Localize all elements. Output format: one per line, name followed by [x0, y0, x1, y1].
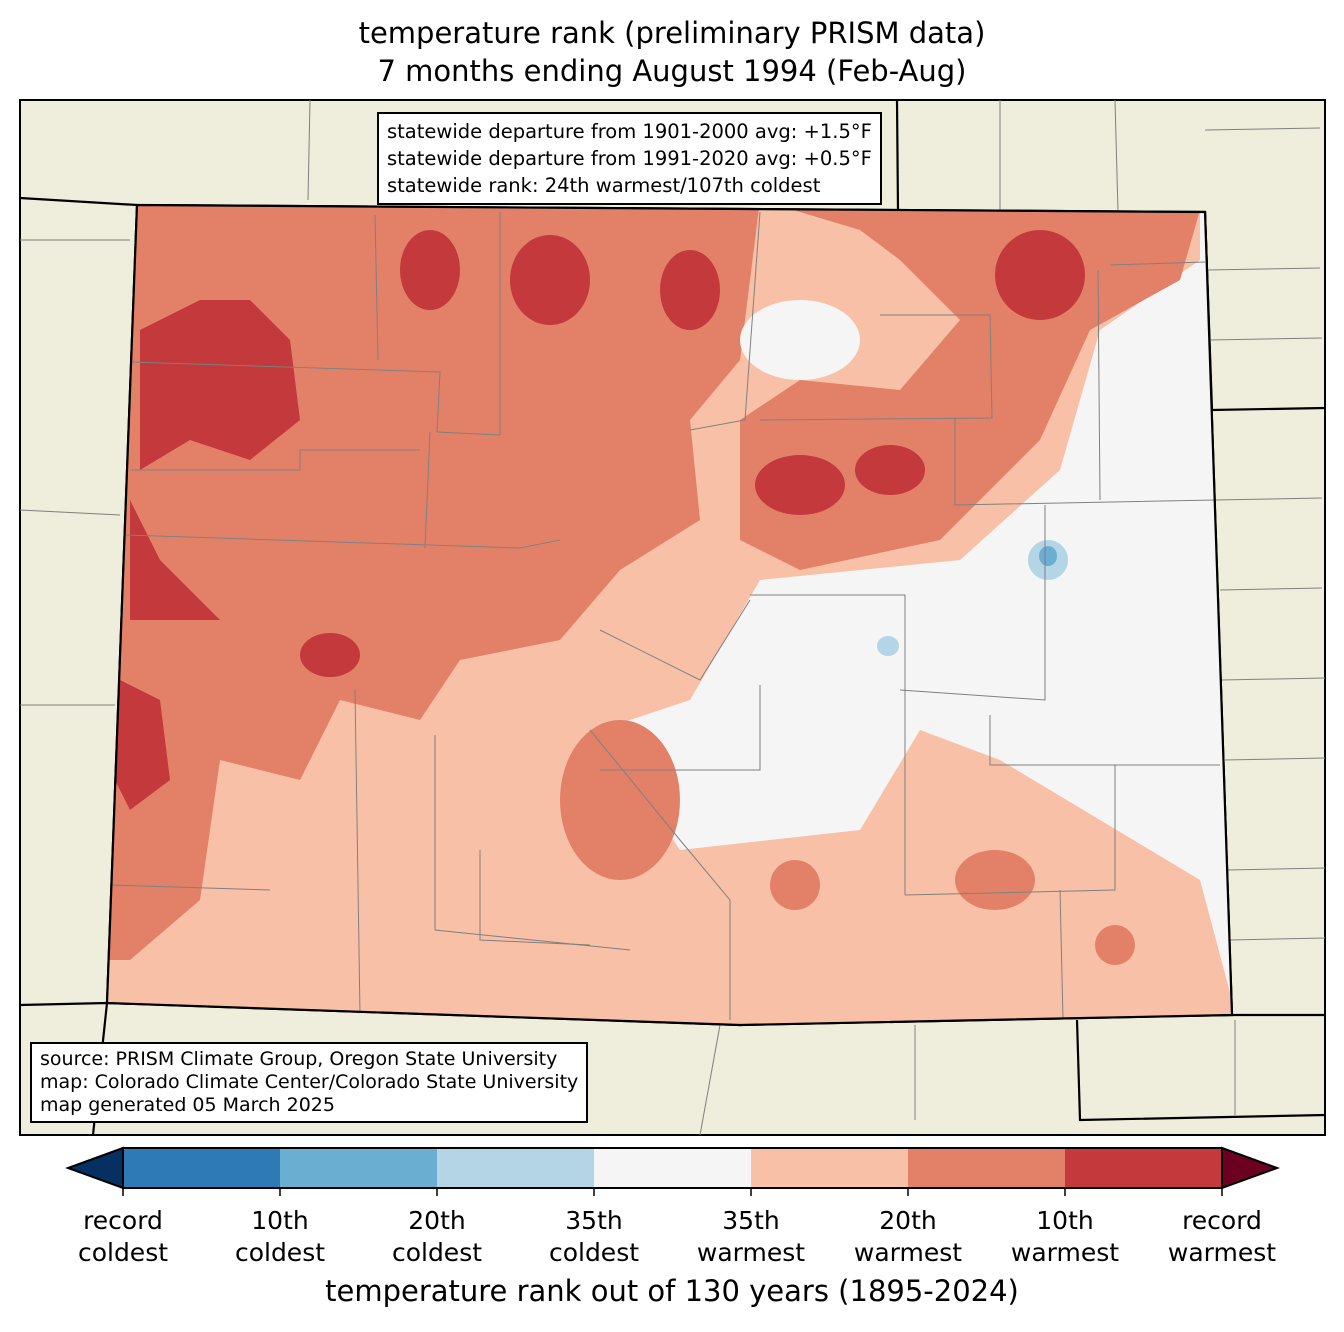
stat-departure-1901-2000: statewide departure from 1901-2000 avg: … — [387, 120, 872, 143]
colorbar-tick-label: 35th coldest — [514, 1205, 674, 1269]
source-box: source: PRISM Climate Group, Oregon Stat… — [30, 1042, 589, 1123]
tick-line2: coldest — [77, 1238, 169, 1267]
colorbar-bin — [751, 1148, 909, 1188]
colorbar-tick-label: 20th coldest — [357, 1205, 517, 1269]
tick-line2: warmest — [1010, 1238, 1120, 1267]
colorbar-label: temperature rank out of 130 years (1895-… — [325, 1274, 1019, 1308]
colorbar-bin — [594, 1148, 752, 1188]
tick-line1: 20th — [879, 1206, 937, 1235]
colorbar-over-arrow — [1221, 1146, 1280, 1190]
generated-date-line: map generated 05 March 2025 — [40, 1094, 335, 1116]
map-title: temperature rank (preliminary PRISM data… — [358, 16, 986, 50]
tick-line1: 10th — [1036, 1206, 1094, 1235]
colorbar-bin — [280, 1148, 438, 1188]
colorbar — [65, 1146, 1280, 1196]
map-credit-line: map: Colorado Climate Center/Colorado St… — [40, 1071, 579, 1093]
colorbar-under-arrow — [65, 1146, 124, 1190]
colorbar-tick-label: record warmest — [1142, 1205, 1302, 1269]
source-line: source: PRISM Climate Group, Oregon Stat… — [40, 1048, 558, 1070]
tick-line2: coldest — [391, 1238, 483, 1267]
colorado-border — [105, 203, 1234, 1027]
tick-line2: warmest — [853, 1238, 963, 1267]
colorbar-bin — [437, 1148, 595, 1188]
statewide-stats-box: statewide departure from 1901-2000 avg: … — [377, 112, 882, 205]
tick-line1: record — [1182, 1206, 1262, 1235]
temperature-rank-field — [107, 205, 1232, 1025]
colorbar-tick-label: 10th warmest — [985, 1205, 1145, 1269]
stat-departure-1991-2020: statewide departure from 1991-2020 avg: … — [387, 147, 872, 170]
tick-line2: warmest — [696, 1238, 806, 1267]
tick-line1: 35th — [565, 1206, 623, 1235]
tick-line1: 20th — [408, 1206, 466, 1235]
colorbar-bin — [123, 1148, 281, 1188]
colorbar-tick-label: 20th warmest — [828, 1205, 988, 1269]
neighbor-county-lines — [19, 99, 1326, 1136]
tick-line1: 35th — [722, 1206, 780, 1235]
stat-rank: statewide rank: 24th warmest/107th colde… — [387, 174, 821, 197]
tick-line1: record — [83, 1206, 163, 1235]
map-subtitle: 7 months ending August 1994 (Feb-Aug) — [377, 54, 967, 88]
tick-line2: coldest — [234, 1238, 326, 1267]
colorbar-bin — [1065, 1148, 1223, 1188]
colorbar-bin — [908, 1148, 1066, 1188]
colorbar-tick-label: record coldest — [43, 1205, 203, 1269]
colorbar-outline — [122, 1147, 1223, 1189]
county-lines — [109, 211, 1220, 1021]
colorbar-tick-label: 10th coldest — [200, 1205, 360, 1269]
tick-line2: warmest — [1167, 1238, 1277, 1267]
colorbar-tick-label: 35th warmest — [671, 1205, 831, 1269]
tick-line2: coldest — [548, 1238, 640, 1267]
tick-line1: 10th — [251, 1206, 309, 1235]
